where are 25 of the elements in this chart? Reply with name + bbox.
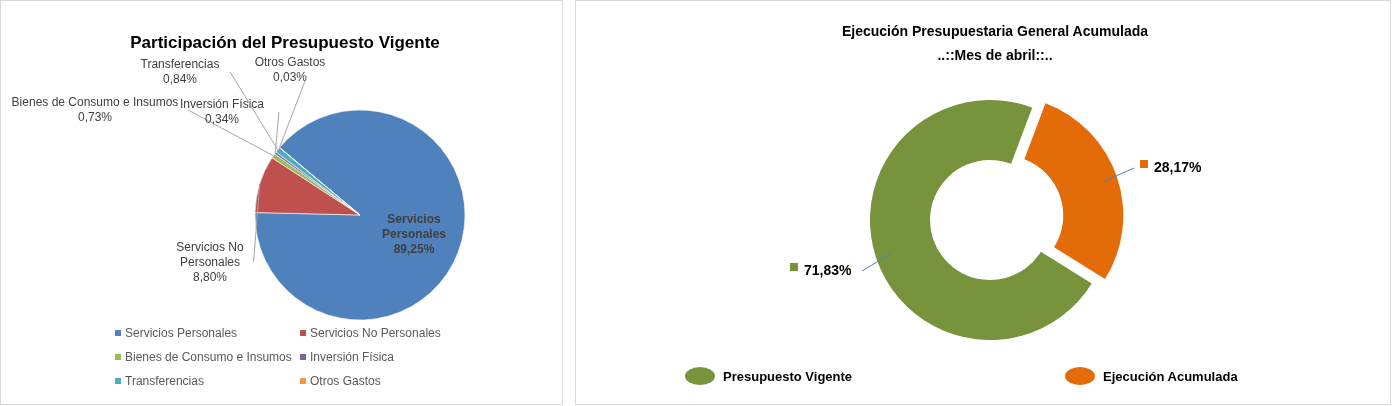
chart-subtitle: ..::Mes de abril::.. (937, 47, 1053, 63)
slice-label: Servicios No Personales (176, 239, 244, 269)
chart-title: Participación del Presupuesto Vigente (130, 33, 440, 52)
data-label: 0,84% (162, 72, 198, 86)
slice-label: Servicios Personales (382, 212, 447, 242)
legend-label: Presupuesto Vigente (723, 369, 853, 384)
legend-label: Servicios Personales (125, 326, 238, 340)
data-label: 0,34% (204, 112, 240, 126)
legend-label: Ejecución Acumulada (1103, 369, 1239, 384)
data-label: 89,25% (393, 242, 435, 257)
data-label: 8,80% (192, 269, 228, 284)
legend-label: Otros Gastos (310, 374, 381, 388)
slice-label: Transferencias (140, 57, 220, 71)
slice-label: Inversión Física (179, 97, 265, 111)
legend-label: Transferencias (125, 374, 204, 388)
data-label: 28,17% (1154, 159, 1203, 175)
chart-title: Ejecución Presupuestaria General Acumulada (841, 23, 1149, 39)
data-label: 71,83% (804, 262, 853, 278)
slice-label: Bienes de Consumo e Insumos (11, 95, 179, 109)
data-label: 0,03% (272, 70, 308, 84)
slice-label: Otros Gastos (254, 55, 326, 69)
data-label: 0,73% (77, 110, 113, 124)
legend-label: Inversión Física (310, 350, 395, 364)
legend-label: Servicios No Personales (310, 326, 441, 340)
legend-label: Bienes de Consumo e Insumos (125, 350, 292, 364)
